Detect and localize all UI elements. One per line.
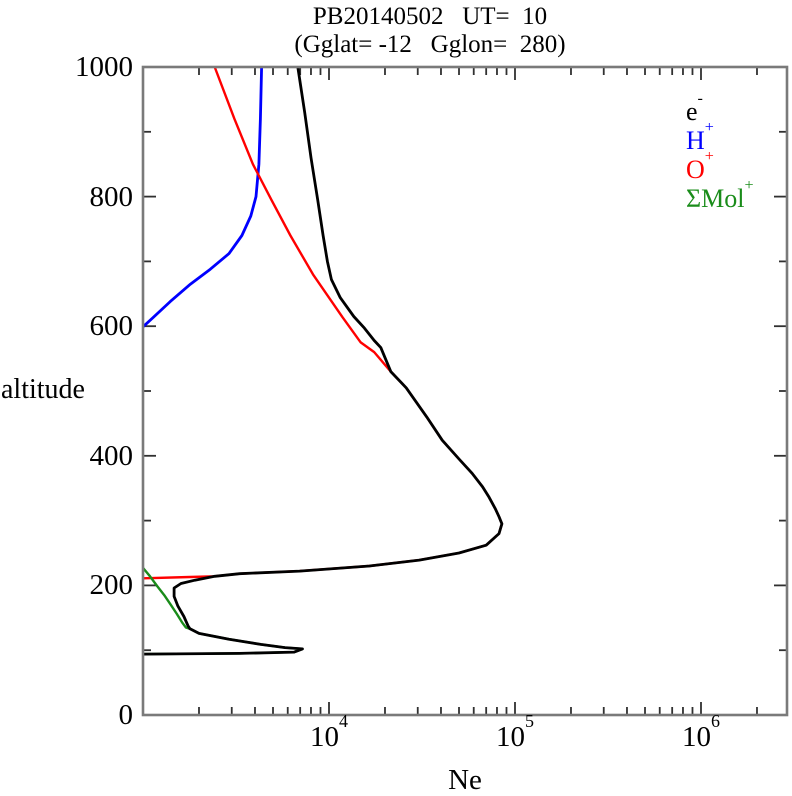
plot-frame xyxy=(141,65,789,717)
series-curve-o xyxy=(142,66,504,580)
legend-item-e: e- xyxy=(686,90,703,126)
y-tick-label-600: 600 xyxy=(89,310,134,343)
x-axis-label: Ne xyxy=(448,764,482,796)
y-tick-label-400: 400 xyxy=(89,439,134,472)
y-tick-label-800: 800 xyxy=(89,180,134,213)
legend-item-h: H+ xyxy=(686,119,714,155)
series-curve-summol xyxy=(142,566,304,656)
y-tick-label-0: 0 xyxy=(118,699,134,731)
legend-item-mol: ΣMol+ xyxy=(686,177,754,213)
series-curve-h xyxy=(142,66,264,329)
x-tick-label-1e4: 104 xyxy=(309,711,348,753)
y-axis-label: altitude xyxy=(1,374,85,405)
legend: e- H+ O+ ΣMol+ xyxy=(686,90,754,213)
series-curve-e xyxy=(142,66,504,656)
legend-item-o: O+ xyxy=(686,148,714,184)
plot-title-line1: PB20140502 UT= 10 xyxy=(312,3,548,30)
plot-title-line2: (Gglat= -12 Gglon= 280) xyxy=(294,31,566,58)
y-tick-label-200: 200 xyxy=(89,569,134,602)
x-tick-label-1e6: 106 xyxy=(681,711,720,753)
x-tick-label-1e5: 105 xyxy=(495,711,534,753)
y-tick-label-1000: 1000 xyxy=(75,51,133,83)
